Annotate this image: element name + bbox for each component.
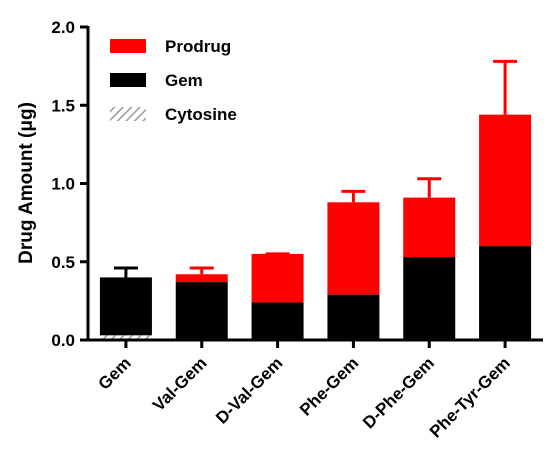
bar-gem-cytosine [99,335,152,340]
legend: Prodrug Gem Cytosine [110,37,237,124]
bar-d-phe-gem-prodrug [403,197,456,258]
y-tick-label: 0.5 [51,253,75,272]
bar-d-val-gem-gem [251,302,304,340]
x-tick-label: D-Val-Gem [212,353,286,427]
y-tick-label: 2.0 [51,18,75,37]
legend-swatch-prodrug [110,39,146,53]
legend-label-cytosine: Cytosine [165,105,237,124]
y-tick-label: 1.5 [51,96,75,115]
bar-d-val-gem-prodrug [251,253,304,303]
x-tick-label: Phe-Gem [296,353,362,419]
bar-val-gem-prodrug [175,274,228,283]
legend-label-prodrug: Prodrug [165,37,231,56]
legend-swatch-gem [110,73,146,87]
bar-phe-gem-prodrug [327,202,380,295]
y-tick-label: 1.0 [51,175,75,194]
y-axis-title: Drug Amount (μg) [16,102,37,264]
legend-label-gem: Gem [165,71,203,90]
x-tick-label: D-Phe-Gem [359,353,438,432]
x-tick-label: Phe-Tyr-Gem [426,353,514,441]
bar-phe-tyr-gem-gem [479,246,532,340]
y-tick-label: 0.0 [51,331,75,350]
bar-phe-tyr-gem-prodrug [479,114,532,247]
bars [99,114,532,340]
legend-swatch-cytosine [110,107,146,121]
bar-val-gem-gem [175,282,228,340]
x-tick-label: Gem [95,353,135,393]
bar-phe-gem-gem [327,294,380,340]
x-tick-label: Val-Gem [149,353,211,415]
error-bars [113,59,518,278]
bar-gem-gem [99,277,152,336]
bar-d-phe-gem-gem [403,257,456,340]
